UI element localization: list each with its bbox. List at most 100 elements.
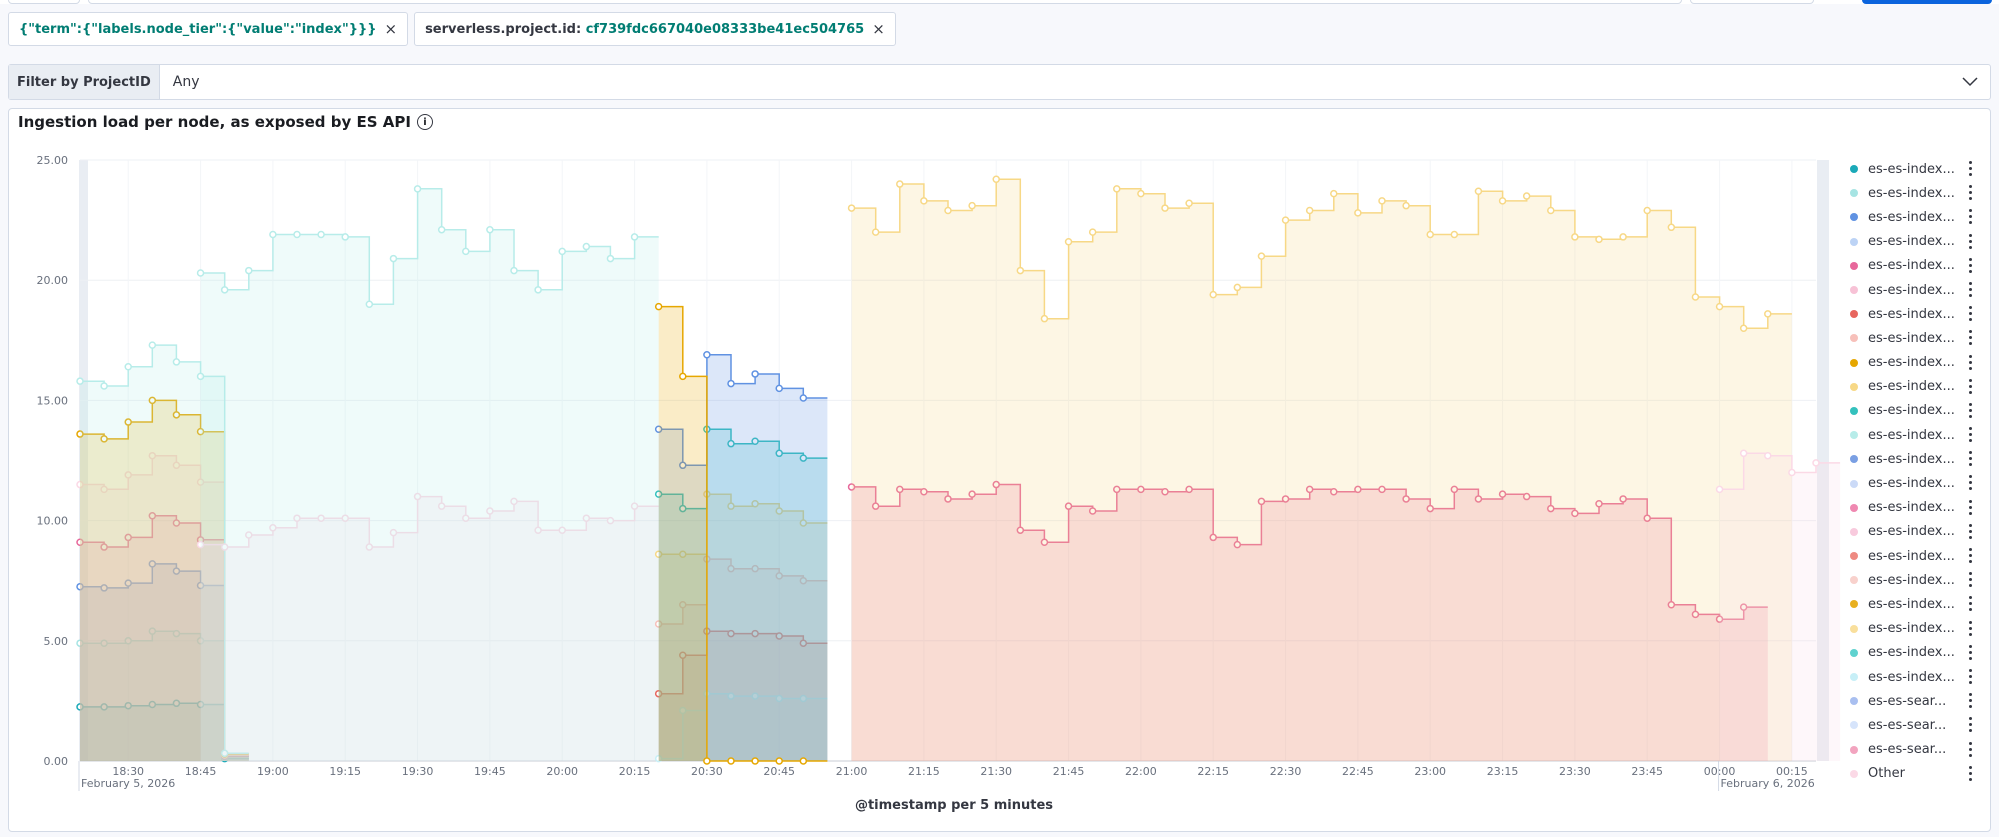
legend-item[interactable]: es-es-index... [1841,617,1981,641]
data-point [510,266,518,275]
y-tick-label: 20.00 [37,274,69,287]
more-actions-icon[interactable] [1969,717,1973,733]
legend-item[interactable]: es-es-index... [1841,326,1981,350]
more-actions-icon[interactable] [1969,765,1973,781]
data-point [124,418,132,426]
close-icon[interactable]: × [872,20,885,38]
legend-item[interactable]: es-es-index... [1841,471,1981,495]
project-id-filter-control[interactable]: Filter by ProjectID Any [8,64,1991,100]
data-point [486,507,494,515]
legend-item[interactable]: es-es-index... [1841,496,1981,520]
x-tick-label: 22:00 [1125,765,1157,778]
legend-swatch [1850,745,1858,754]
more-actions-icon[interactable] [1969,378,1973,394]
data-point [751,437,759,446]
more-actions-icon[interactable] [1969,354,1973,370]
more-actions-icon[interactable] [1969,257,1973,273]
series-area [80,455,249,761]
legend-item[interactable]: es-es-index... [1841,375,1981,399]
legend-item[interactable]: es-es-index... [1841,665,1981,689]
legend-item[interactable]: es-es-index... [1841,399,1981,423]
data-point [1812,459,1820,467]
legend-item[interactable]: es-es-index... [1841,544,1981,568]
legend-item[interactable]: es-es-index... [1841,205,1981,229]
legend-item[interactable]: es-es-index... [1841,254,1981,278]
legend-item[interactable]: es-es-index... [1841,278,1981,302]
more-actions-icon[interactable] [1969,620,1973,636]
data-point [100,485,108,494]
x-tick-label: 18:45 [185,765,217,778]
legend-swatch [1850,189,1858,198]
legend-item[interactable]: es-es-index... [1841,302,1981,326]
more-actions-icon[interactable] [1969,233,1973,249]
more-actions-icon[interactable] [1969,596,1973,612]
filter-pill-node-tier[interactable]: {"term":{"labels.node_tier":{"value":"in… [8,12,409,46]
legend-item[interactable]: es-es-sear... [1841,689,1981,713]
legend-label: Other [1868,766,1905,782]
x-tick-label: 19:15 [329,765,361,778]
more-actions-icon[interactable] [1969,402,1973,418]
data-point [76,703,84,711]
x-tick-label: 23:45 [1631,765,1663,778]
more-actions-icon[interactable] [1969,741,1973,757]
data-point [968,201,976,210]
more-actions-icon[interactable] [1969,523,1973,539]
legend-swatch [1850,310,1858,319]
legend-item[interactable]: es-es-index... [1841,447,1981,471]
filter-pills: {"term":{"labels.node_tier":{"value":"in… [8,12,896,46]
more-actions-icon[interactable] [1969,668,1973,684]
more-actions-icon[interactable] [1969,427,1973,443]
more-actions-icon[interactable] [1969,281,1973,297]
data-point [679,600,687,609]
series-line [80,515,249,757]
data-point [775,694,783,703]
more-actions-icon[interactable] [1969,572,1973,588]
legend-item[interactable]: es-es-sear... [1841,713,1981,737]
control-value[interactable]: Any [172,74,200,90]
filter-pill-project-id[interactable]: serverless.project.id: cf739fdc667040e08… [414,12,896,46]
more-actions-icon[interactable] [1969,185,1973,201]
legend-swatch [1850,648,1858,657]
more-actions-icon[interactable] [1969,548,1973,563]
data-point [727,502,735,510]
legend-label: es-es-index... [1868,451,1955,467]
legend-item[interactable]: es-es-index... [1841,423,1981,447]
close-icon[interactable]: × [384,20,398,38]
legend-item[interactable]: es-es-index... [1841,520,1981,544]
more-actions-icon[interactable] [1969,330,1973,346]
legend-item[interactable]: es-es-index... [1841,568,1981,592]
info-icon[interactable]: i [416,114,433,130]
data-point [1402,495,1410,503]
more-actions-icon[interactable] [1969,161,1973,176]
more-actions-icon[interactable] [1969,306,1973,322]
legend-item[interactable]: es-es-index... [1841,157,1981,181]
series-line [1719,452,1841,491]
legend-item[interactable]: es-es-index... [1841,592,1981,616]
more-actions-icon[interactable] [1969,209,1973,225]
chevron-down-icon[interactable] [1950,77,1990,87]
legend-label: es-es-index... [1868,427,1955,443]
legend-item[interactable]: es-es-index... [1841,181,1981,205]
data-point [751,629,759,638]
data-point [317,514,325,522]
data-point [437,502,446,510]
x-tick-label: 00:00 [1704,765,1736,778]
legend-item[interactable]: es-es-index... [1841,351,1981,375]
legend-item[interactable]: es-es-index... [1841,641,1981,665]
data-point [1209,290,1217,299]
data-point [1788,468,1796,477]
data-point [148,627,157,635]
series-line [80,563,249,757]
legend-item[interactable]: es-es-index... [1841,230,1981,254]
legend-item[interactable]: Other [1841,762,1981,786]
data-point [1161,488,1169,496]
data-point [1450,230,1459,239]
data-point [1354,209,1362,217]
more-actions-icon[interactable] [1969,475,1973,491]
legend-item[interactable]: es-es-sear... [1841,738,1981,762]
more-actions-icon[interactable] [1969,499,1973,515]
more-actions-icon[interactable] [1969,451,1973,467]
more-actions-icon[interactable] [1969,644,1973,660]
more-actions-icon[interactable] [1969,693,1973,709]
data-point [220,749,229,758]
